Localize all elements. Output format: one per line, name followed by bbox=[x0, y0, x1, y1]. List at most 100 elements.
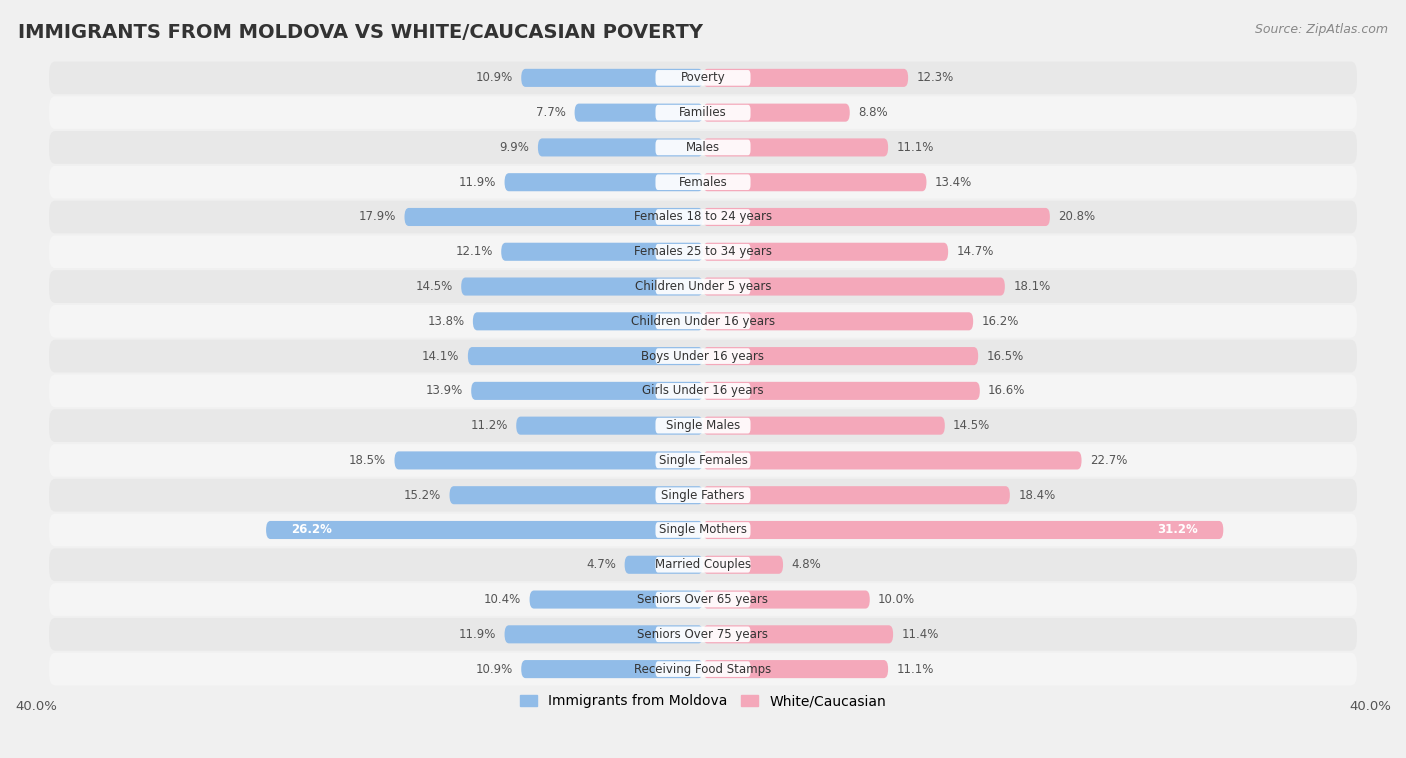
FancyBboxPatch shape bbox=[655, 661, 751, 677]
FancyBboxPatch shape bbox=[655, 244, 751, 259]
FancyBboxPatch shape bbox=[49, 618, 1357, 650]
FancyBboxPatch shape bbox=[703, 173, 927, 191]
FancyBboxPatch shape bbox=[49, 201, 1357, 233]
FancyBboxPatch shape bbox=[49, 549, 1357, 581]
FancyBboxPatch shape bbox=[505, 625, 703, 644]
Text: 12.3%: 12.3% bbox=[917, 71, 953, 84]
FancyBboxPatch shape bbox=[49, 409, 1357, 442]
Text: Source: ZipAtlas.com: Source: ZipAtlas.com bbox=[1254, 23, 1388, 36]
Text: Children Under 16 years: Children Under 16 years bbox=[631, 315, 775, 327]
Text: 13.4%: 13.4% bbox=[935, 176, 972, 189]
FancyBboxPatch shape bbox=[395, 451, 703, 469]
FancyBboxPatch shape bbox=[49, 61, 1357, 94]
FancyBboxPatch shape bbox=[703, 556, 783, 574]
FancyBboxPatch shape bbox=[450, 486, 703, 504]
FancyBboxPatch shape bbox=[266, 521, 703, 539]
FancyBboxPatch shape bbox=[49, 653, 1357, 685]
FancyBboxPatch shape bbox=[655, 348, 751, 364]
FancyBboxPatch shape bbox=[655, 174, 751, 190]
FancyBboxPatch shape bbox=[49, 96, 1357, 129]
Text: 11.1%: 11.1% bbox=[897, 662, 934, 675]
Text: Single Females: Single Females bbox=[658, 454, 748, 467]
FancyBboxPatch shape bbox=[530, 590, 703, 609]
Text: 10.0%: 10.0% bbox=[879, 593, 915, 606]
FancyBboxPatch shape bbox=[516, 417, 703, 434]
FancyBboxPatch shape bbox=[575, 104, 703, 122]
FancyBboxPatch shape bbox=[471, 382, 703, 400]
FancyBboxPatch shape bbox=[655, 453, 751, 468]
Text: 7.7%: 7.7% bbox=[536, 106, 567, 119]
FancyBboxPatch shape bbox=[49, 340, 1357, 372]
FancyBboxPatch shape bbox=[703, 277, 1005, 296]
FancyBboxPatch shape bbox=[405, 208, 703, 226]
Text: 14.7%: 14.7% bbox=[956, 246, 994, 258]
FancyBboxPatch shape bbox=[538, 139, 703, 156]
Text: 11.2%: 11.2% bbox=[471, 419, 508, 432]
FancyBboxPatch shape bbox=[655, 70, 751, 86]
FancyBboxPatch shape bbox=[505, 173, 703, 191]
FancyBboxPatch shape bbox=[703, 625, 893, 644]
Text: Single Mothers: Single Mothers bbox=[659, 524, 747, 537]
FancyBboxPatch shape bbox=[49, 444, 1357, 477]
Text: 10.9%: 10.9% bbox=[475, 662, 513, 675]
FancyBboxPatch shape bbox=[461, 277, 703, 296]
Text: 12.1%: 12.1% bbox=[456, 246, 494, 258]
FancyBboxPatch shape bbox=[655, 105, 751, 121]
FancyBboxPatch shape bbox=[655, 314, 751, 329]
Text: 18.1%: 18.1% bbox=[1014, 280, 1050, 293]
FancyBboxPatch shape bbox=[655, 627, 751, 642]
FancyBboxPatch shape bbox=[49, 479, 1357, 512]
FancyBboxPatch shape bbox=[703, 660, 889, 678]
FancyBboxPatch shape bbox=[655, 522, 751, 538]
Text: 14.1%: 14.1% bbox=[422, 349, 460, 362]
Text: 16.2%: 16.2% bbox=[981, 315, 1019, 327]
Text: 13.9%: 13.9% bbox=[426, 384, 463, 397]
FancyBboxPatch shape bbox=[703, 590, 870, 609]
FancyBboxPatch shape bbox=[703, 451, 1081, 469]
FancyBboxPatch shape bbox=[501, 243, 703, 261]
Text: Receiving Food Stamps: Receiving Food Stamps bbox=[634, 662, 772, 675]
FancyBboxPatch shape bbox=[472, 312, 703, 330]
Text: 9.9%: 9.9% bbox=[499, 141, 530, 154]
Text: 31.2%: 31.2% bbox=[1157, 524, 1198, 537]
FancyBboxPatch shape bbox=[703, 104, 849, 122]
FancyBboxPatch shape bbox=[655, 383, 751, 399]
Text: IMMIGRANTS FROM MOLDOVA VS WHITE/CAUCASIAN POVERTY: IMMIGRANTS FROM MOLDOVA VS WHITE/CAUCASI… bbox=[18, 23, 703, 42]
FancyBboxPatch shape bbox=[703, 521, 1223, 539]
FancyBboxPatch shape bbox=[468, 347, 703, 365]
Text: 10.9%: 10.9% bbox=[475, 71, 513, 84]
Text: 11.4%: 11.4% bbox=[901, 628, 939, 641]
Text: 16.6%: 16.6% bbox=[988, 384, 1025, 397]
FancyBboxPatch shape bbox=[49, 236, 1357, 268]
FancyBboxPatch shape bbox=[655, 209, 751, 225]
Text: Seniors Over 65 years: Seniors Over 65 years bbox=[637, 593, 769, 606]
Text: Boys Under 16 years: Boys Under 16 years bbox=[641, 349, 765, 362]
FancyBboxPatch shape bbox=[49, 166, 1357, 199]
FancyBboxPatch shape bbox=[522, 69, 703, 87]
Text: 14.5%: 14.5% bbox=[416, 280, 453, 293]
FancyBboxPatch shape bbox=[703, 347, 979, 365]
Text: Females 18 to 24 years: Females 18 to 24 years bbox=[634, 211, 772, 224]
Text: Seniors Over 75 years: Seniors Over 75 years bbox=[637, 628, 769, 641]
FancyBboxPatch shape bbox=[655, 557, 751, 572]
Text: 18.4%: 18.4% bbox=[1018, 489, 1056, 502]
Text: 11.9%: 11.9% bbox=[458, 176, 496, 189]
Text: 11.9%: 11.9% bbox=[458, 628, 496, 641]
FancyBboxPatch shape bbox=[655, 139, 751, 155]
FancyBboxPatch shape bbox=[655, 487, 751, 503]
FancyBboxPatch shape bbox=[49, 374, 1357, 407]
Text: Married Couples: Married Couples bbox=[655, 558, 751, 572]
FancyBboxPatch shape bbox=[703, 139, 889, 156]
Text: Males: Males bbox=[686, 141, 720, 154]
FancyBboxPatch shape bbox=[49, 270, 1357, 303]
Text: 11.1%: 11.1% bbox=[897, 141, 934, 154]
Text: Girls Under 16 years: Girls Under 16 years bbox=[643, 384, 763, 397]
Text: 4.8%: 4.8% bbox=[792, 558, 821, 572]
Text: 14.5%: 14.5% bbox=[953, 419, 990, 432]
Text: Children Under 5 years: Children Under 5 years bbox=[634, 280, 772, 293]
Text: Females 25 to 34 years: Females 25 to 34 years bbox=[634, 246, 772, 258]
FancyBboxPatch shape bbox=[703, 208, 1050, 226]
FancyBboxPatch shape bbox=[49, 583, 1357, 616]
Text: 10.4%: 10.4% bbox=[484, 593, 522, 606]
Text: Families: Families bbox=[679, 106, 727, 119]
